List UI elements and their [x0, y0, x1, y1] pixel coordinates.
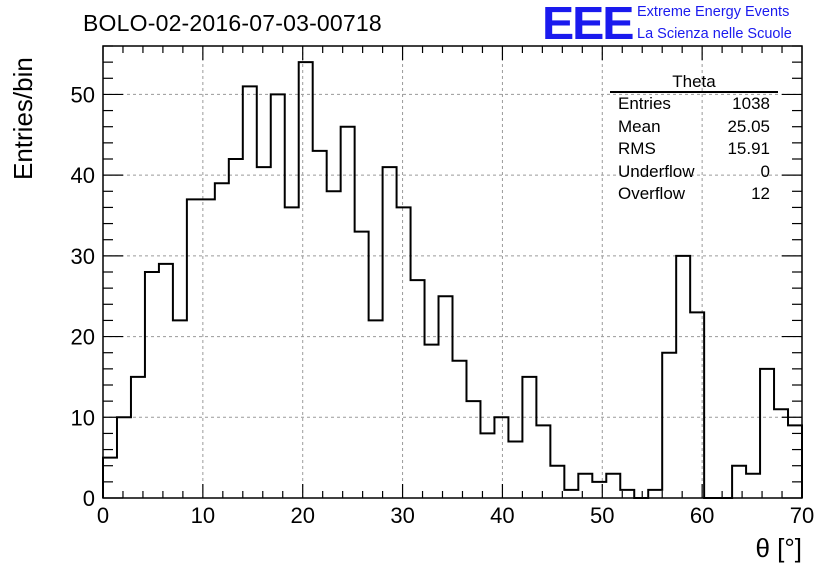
x-tick-label: 20 — [290, 503, 314, 528]
x-tick-label: 60 — [690, 503, 714, 528]
x-tick-labels: 0 10 20 30 40 50 60 70 — [97, 503, 814, 528]
x-tick-label: 30 — [390, 503, 414, 528]
stats-key: Entries — [618, 94, 671, 113]
stats-value: 25.05 — [727, 116, 770, 136]
x-tick-label: 70 — [790, 503, 814, 528]
y-axis-label: Entries/bin — [8, 57, 38, 180]
y-tick-label: 30 — [71, 244, 95, 269]
stats-row-underflow: Underflow 0 — [610, 161, 778, 184]
axis-ticks — [102, 45, 803, 499]
stats-key: Mean — [618, 116, 661, 136]
grid-lines — [103, 46, 802, 498]
y-tick-label: 50 — [71, 82, 95, 107]
x-tick-label: 10 — [191, 503, 215, 528]
chart-title: BOLO-02-2016-07-03-00718 — [83, 10, 382, 36]
stats-row-overflow: Overflow 12 — [610, 183, 778, 206]
stats-key: RMS — [618, 139, 656, 158]
stats-value: 0 — [760, 161, 770, 181]
stats-row-rms: RMS 15.91 — [610, 138, 778, 161]
histogram-step-line — [102, 61, 803, 499]
stats-row-mean: Mean 25.05 — [610, 116, 778, 139]
y-tick-label: 10 — [71, 405, 95, 430]
y-tick-labels: 0 10 20 30 40 50 — [71, 82, 95, 511]
stats-value: 15.91 — [727, 139, 770, 158]
stats-key: Overflow — [618, 184, 686, 203]
stats-title: Theta — [610, 72, 778, 93]
x-tick-label: 0 — [97, 503, 109, 528]
stats-value: 12 — [751, 184, 770, 203]
stats-box: Theta Entries 1038 Mean 25.05 RMS 15.91 … — [610, 72, 778, 206]
x-tick-label: 50 — [590, 503, 614, 528]
x-tick-label: 40 — [490, 503, 514, 528]
stats-row-entries: Entries 1038 — [610, 93, 778, 116]
stats-key: Underflow — [618, 161, 695, 181]
y-tick-label: 20 — [71, 325, 95, 350]
logo-caption-line2: La Scienza nelle Scuole — [637, 26, 792, 42]
eee-logo-mark: EEE — [542, 0, 634, 49]
x-axis-label: θ [°] — [755, 533, 802, 563]
stats-value: 1038 — [732, 94, 770, 113]
y-tick-label: 0 — [83, 486, 95, 511]
logo-caption-line1: Extreme Energy Events — [637, 4, 790, 20]
y-tick-label: 40 — [71, 163, 95, 188]
